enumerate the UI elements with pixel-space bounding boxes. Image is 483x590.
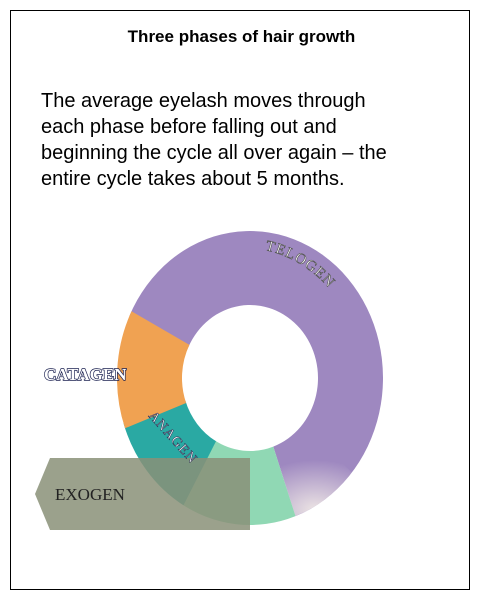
page: Three phases of hair growth The average … (0, 0, 483, 578)
diagram: TELOGEN CATAGEN ANAGEN EXOGEN (0, 0, 483, 578)
exogen-label: EXOGEN (55, 485, 125, 504)
catagen-label: CATAGEN (44, 365, 127, 384)
